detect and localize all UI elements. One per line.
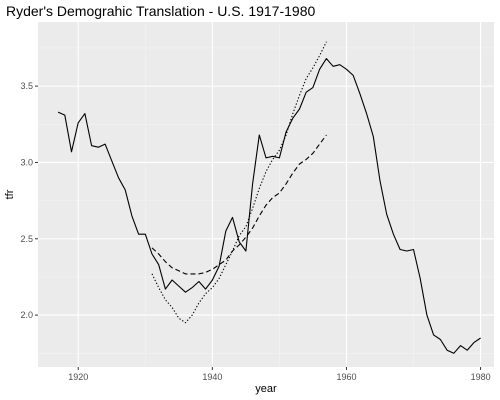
grid-minor: [38, 22, 494, 367]
y-axis-label: tfr: [4, 189, 16, 199]
x-tick-label: 1960: [336, 372, 356, 382]
y-tick-label: 2.0: [20, 310, 33, 320]
x-tick-label: 1940: [202, 372, 222, 382]
y-tick-label: 3.5: [20, 81, 33, 91]
series-line-dashed: [151, 134, 327, 275]
series-layer: [57, 41, 481, 354]
chart-title: Ryder's Demograhic Translation - U.S. 19…: [6, 3, 316, 19]
x-tick-label: 1920: [68, 372, 88, 382]
x-tick-label: 1980: [471, 372, 491, 382]
x-axis: 1920 1940 1960 1980: [68, 367, 491, 382]
y-tick-label: 3.0: [20, 157, 33, 167]
x-axis-label: year: [255, 383, 277, 395]
plot-panel: [38, 22, 494, 367]
series-line-dotted: [151, 41, 327, 324]
y-axis: 2.0 2.5 3.0 3.5: [20, 81, 38, 320]
y-tick-label: 2.5: [20, 234, 33, 244]
series-line-solid: [57, 58, 481, 354]
grid-major: [38, 22, 494, 367]
